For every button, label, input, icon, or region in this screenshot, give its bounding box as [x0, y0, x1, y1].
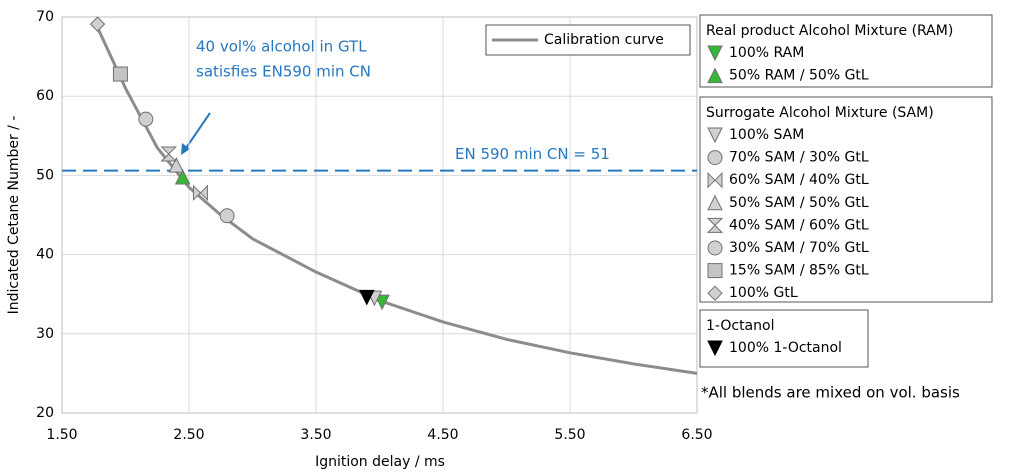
legend-marker: [707, 194, 723, 211]
legend-title: Real product Alcohol Mixture (RAM): [706, 23, 953, 39]
legend-marker: [706, 217, 724, 233]
legend-marker: [707, 171, 723, 189]
plot-frame: [61, 16, 698, 414]
x-tick-label: 5.50: [554, 427, 585, 443]
legend-marker: [707, 340, 723, 357]
annotation-arrow: [183, 112, 211, 152]
arrow-head: [181, 143, 190, 155]
legend-label: Calibration curve: [544, 32, 664, 48]
legend-label: 15% SAM / 85% GtL: [729, 263, 869, 279]
annotation: satisfies EN590 min CN: [196, 63, 371, 81]
x-tick-label: 6.50: [681, 427, 712, 443]
legend-title: Surrogate Alcohol Mixture (SAM): [706, 105, 934, 121]
footnote: *All blends are mixed on vol. basis: [701, 384, 960, 402]
legend-label: 70% SAM / 30% GtL: [729, 150, 869, 166]
y-tick-label: 60: [36, 88, 54, 104]
legend-label: 30% SAM / 70% GtL: [729, 240, 869, 256]
y-tick-label: 50: [36, 167, 54, 183]
y-tick-label: 70: [36, 9, 54, 25]
legend-box: [699, 309, 869, 368]
legend-label: 100% GtL: [729, 285, 798, 301]
data-point: [219, 208, 235, 224]
y-tick-label: 30: [36, 326, 54, 342]
x-tick-label: 2.50: [173, 427, 204, 443]
data-point: [89, 16, 106, 32]
y-tick-label: 20: [36, 405, 54, 421]
data-point: [138, 111, 154, 127]
annotation: 40 vol% alcohol in GTL: [196, 38, 367, 56]
x-tick-label: 3.50: [300, 427, 331, 443]
reference-label: EN 590 min CN = 51: [455, 145, 610, 163]
legend-box: [699, 14, 993, 88]
legend-marker: [707, 45, 723, 62]
legend-marker: [707, 150, 723, 166]
legend-label: 100% 1-Octanol: [729, 340, 842, 356]
legend-label: 40% SAM / 60% GtL: [729, 217, 869, 233]
x-tick-label: 1.50: [46, 427, 77, 443]
data-point: [160, 146, 177, 162]
legend-marker: [707, 127, 723, 144]
x-tick-label: 4.50: [427, 427, 458, 443]
calibration-curve: [94, 24, 698, 375]
data-point: [168, 156, 185, 173]
legend-marker: [707, 285, 723, 301]
legend-label: 60% SAM / 40% GtL: [729, 172, 869, 188]
legend-title: 1-Octanol: [706, 318, 774, 334]
data-point: [174, 168, 191, 185]
data-point: [112, 66, 128, 82]
y-tick-label: 40: [36, 247, 54, 263]
legend-marker: [707, 240, 723, 256]
data-point: [192, 184, 208, 202]
legend-marker: [707, 67, 723, 84]
legend-box: [699, 96, 993, 303]
y-axis-label: Indicated Cetane Number / -: [6, 116, 22, 315]
data-point: [374, 294, 390, 311]
legend-label: 100% SAM: [729, 127, 804, 143]
data-point: [358, 289, 375, 306]
legend-marker: [707, 263, 723, 279]
legend-label: 50% SAM / 50% GtL: [729, 195, 869, 211]
legend-label: 50% RAM / 50% GtL: [729, 68, 869, 84]
x-axis-label: Ignition delay / ms: [315, 454, 445, 470]
legend-label: 100% RAM: [729, 45, 804, 61]
